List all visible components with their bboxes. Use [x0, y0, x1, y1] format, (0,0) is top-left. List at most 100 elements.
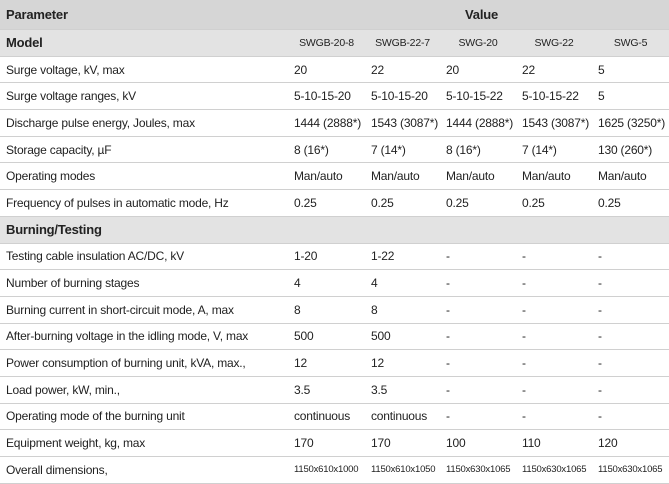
- value-cell: 3.5: [288, 376, 365, 404]
- value-cell: Man/auto: [592, 162, 669, 191]
- value-cell: 1150x630x1065: [440, 456, 516, 484]
- value-cell: continuous: [288, 403, 365, 431]
- data-row: Burning current in short-circuit mode, A…: [0, 296, 669, 324]
- value-cell: 110: [516, 429, 592, 457]
- header-cell: Parameter: [0, 0, 288, 30]
- section-title: Model: [0, 29, 288, 57]
- value-cell: 1543 (3087*): [365, 109, 440, 137]
- value-cell: -: [516, 376, 592, 404]
- value-cell: 5-10-15-20: [288, 82, 365, 111]
- row-label: Frequency of pulses in automatic mode, H…: [0, 189, 288, 217]
- value-cell: Man/auto: [365, 162, 440, 191]
- section-row: Model SWGB-20-8 SWGB-22-7 SWG-20 SWG-22 SWG-5: [0, 29, 669, 57]
- model-name: SWGB-20-8: [288, 29, 365, 57]
- value-cell: 5-10-15-20: [365, 82, 440, 111]
- value-cell: -: [592, 403, 669, 431]
- row-label: Load power, kW, min.,: [0, 376, 288, 404]
- row-label: Surge voltage ranges, kV: [0, 82, 288, 111]
- data-row: Discharge pulse energy, Joules, max 1444 …: [0, 109, 669, 137]
- value-cell: -: [592, 296, 669, 324]
- data-row: Frequency of pulses in automatic mode, H…: [0, 189, 669, 217]
- value-cell: -: [516, 296, 592, 324]
- value-cell: 0.25: [288, 189, 365, 217]
- value-cell: 120: [592, 429, 669, 457]
- value-cell: -: [440, 349, 516, 377]
- value-cell: 1444 (2888*): [288, 109, 365, 137]
- value-cell: 1150x630x1065: [592, 456, 669, 484]
- value-cell: 5-10-15-22: [440, 82, 516, 111]
- model-name: SWGB-22-7: [365, 29, 440, 57]
- value-cell: 5-10-15-22: [516, 82, 592, 111]
- value-cell: 1-22: [365, 243, 440, 271]
- value-cell: -: [592, 243, 669, 271]
- header-cell: Value: [288, 0, 669, 30]
- value-cell: 5: [592, 56, 669, 84]
- data-row: Storage capacity, µF 8 (16*) 7 (14*) 8 (16*…: [0, 136, 669, 164]
- data-row: Surge voltage ranges, kV 5-10-15-20 5-10-1…: [0, 82, 669, 111]
- value-cell: Man/auto: [440, 162, 516, 191]
- value-cell: -: [516, 243, 592, 271]
- row-label: Burning current in short-circuit mode, A…: [0, 296, 288, 324]
- value-cell: -: [516, 323, 592, 351]
- value-cell: -: [592, 376, 669, 404]
- value-cell: -: [440, 376, 516, 404]
- row-label: Power consumption of burning unit, kVA, …: [0, 349, 288, 377]
- data-row: Load power, kW, min., 3.5 3.5- - -: [0, 376, 669, 404]
- data-row: Testing cable insulation AC/DC, kV 1-20 1-…: [0, 243, 669, 271]
- data-row: Power consumption of burning unit, kVA, …: [0, 349, 669, 377]
- data-row: Number of burning stages 4 4- - -: [0, 269, 669, 297]
- value-cell: 0.25: [592, 189, 669, 217]
- value-cell: -: [516, 349, 592, 377]
- value-cell: 1625 (3250*): [592, 109, 669, 137]
- value-cell: 130 (260*): [592, 136, 669, 164]
- value-cell: 20: [440, 56, 516, 84]
- value-cell: 4: [288, 269, 365, 297]
- value-cell: 100: [440, 429, 516, 457]
- value-cell: 22: [365, 56, 440, 84]
- value-cell: Man/auto: [288, 162, 365, 191]
- value-cell: 4: [365, 269, 440, 297]
- value-cell: 7 (14*): [365, 136, 440, 164]
- value-cell: 0.25: [365, 189, 440, 217]
- value-cell: -: [440, 403, 516, 431]
- row-label: Operating modes: [0, 162, 288, 191]
- value-cell: 5: [592, 82, 669, 111]
- value-cell: 8: [365, 296, 440, 324]
- data-row: Surge voltage, kV, max 20 22 20 22 5: [0, 56, 669, 84]
- value-cell: -: [516, 403, 592, 431]
- value-cell: Man/auto: [516, 162, 592, 191]
- row-label: Surge voltage, kV, max: [0, 56, 288, 84]
- value-cell: 8: [288, 296, 365, 324]
- value-cell: 7 (14*): [516, 136, 592, 164]
- value-cell: -: [592, 323, 669, 351]
- value-cell: 170: [288, 429, 365, 457]
- row-label: Equipment weight, kg, max: [0, 429, 288, 457]
- value-cell: 1444 (2888*): [440, 109, 516, 137]
- value-cell: 1-20: [288, 243, 365, 271]
- value-cell: 1150x630x1065: [516, 456, 592, 484]
- value-cell: 8 (16*): [440, 136, 516, 164]
- value-cell: 22: [516, 56, 592, 84]
- value-cell: -: [592, 269, 669, 297]
- row-label: Overall dimensions,: [0, 456, 288, 484]
- header-row: Parameter Value: [0, 0, 669, 30]
- value-cell: 170: [365, 429, 440, 457]
- data-row: Overall dimensions, 1150x610x1000 1150x610…: [0, 456, 669, 484]
- section-row: Burning/Testing: [0, 216, 669, 244]
- data-row: After-burning voltage in the idling mode…: [0, 323, 669, 351]
- value-cell: 500: [365, 323, 440, 351]
- value-cell: 1543 (3087*): [516, 109, 592, 137]
- value-cell: 3.5: [365, 376, 440, 404]
- value-cell: 12: [288, 349, 365, 377]
- value-cell: -: [516, 269, 592, 297]
- row-label: Storage capacity, µF: [0, 136, 288, 164]
- value-cell: 12: [365, 349, 440, 377]
- model-name: SWG-5: [592, 29, 669, 57]
- value-cell: continuous: [365, 403, 440, 431]
- table-body: Model SWGB-20-8 SWGB-22-7 SWG-20 SWG-22 SWG-5…: [0, 29, 669, 484]
- model-name: SWG-22: [516, 29, 592, 57]
- value-cell: -: [440, 296, 516, 324]
- data-row: Operating mode of the burning unit contin…: [0, 403, 669, 431]
